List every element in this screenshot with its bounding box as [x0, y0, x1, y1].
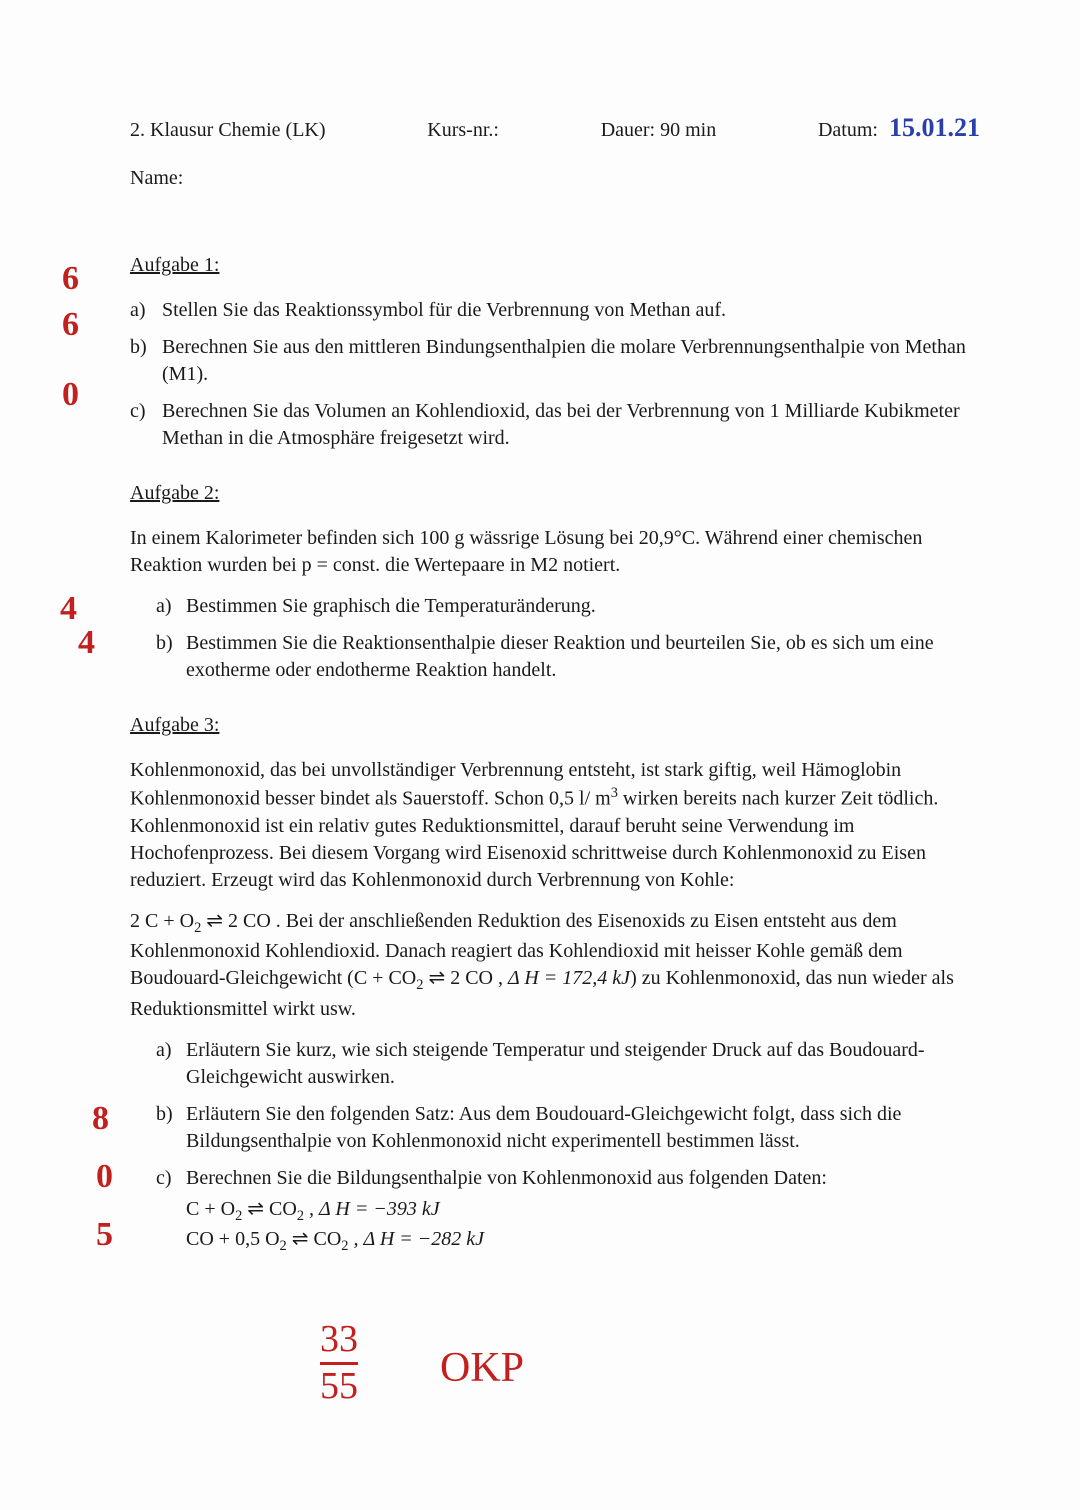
margin-score-1a: 6 [62, 262, 79, 296]
task-letter: c) [130, 398, 146, 425]
datum-label: Datum: [818, 119, 878, 141]
task-letter: a) [156, 593, 172, 620]
aufgabe3-title: Aufgabe 3: [130, 712, 980, 739]
datum-value: 15.01.21 [889, 113, 980, 142]
task-text: Bestimmen Sie die Reaktionsenthalpie die… [186, 632, 934, 681]
aufgabe2-title: Aufgabe 2: [130, 480, 980, 507]
eq1-dh: , Δ H = −393 kJ [304, 1198, 440, 1220]
aufgabe3-p2: 2 C + O2 ⇌ 2 CO . Bei der anschließenden… [130, 908, 980, 1023]
score-denominator: 55 [320, 1367, 358, 1407]
total-score: 33 55 [320, 1320, 358, 1407]
score-numerator: 33 [320, 1320, 358, 1360]
margin-score-3a: 8 [92, 1102, 109, 1136]
task-text: Stellen Sie das Reaktionssymbol für die … [162, 299, 726, 321]
header-row: 2. Klausur Chemie (LK) Kurs-nr.: Dauer: … [130, 110, 980, 145]
aufgabe3-c: c) Berechnen Sie die Bildungsenthalpie v… [130, 1165, 980, 1257]
eq1-mid: ⇌ CO [242, 1198, 297, 1220]
aufgabe2-intro: In einem Kalorimeter befinden sich 100 g… [130, 525, 980, 579]
aufgabe3-intro: Kohlenmonoxid, das bei unvollständiger V… [130, 757, 980, 894]
task-text: Berechnen Sie die Bildungsenthalpie von … [186, 1167, 827, 1189]
name-label: Name: [130, 165, 980, 192]
margin-score-1c: 0 [62, 378, 79, 412]
task-letter: a) [130, 297, 146, 324]
aufgabe1-c: c) Berechnen Sie das Volumen an Kohlendi… [130, 398, 980, 452]
eq2-dh: , Δ H = −282 kJ [348, 1228, 484, 1250]
task-text: Berechnen Sie das Volumen an Kohlendioxi… [162, 400, 960, 449]
aufgabe3-b: b) Erläutern Sie den folgenden Satz: Aus… [130, 1101, 980, 1155]
eq-mid2: ⇌ 2 CO , [423, 967, 508, 989]
aufgabe1-b: b) Berechnen Sie aus den mittleren Bindu… [130, 334, 980, 388]
datum: Datum: 15.01.21 [818, 110, 980, 145]
aufgabe1-title: Aufgabe 1: [130, 252, 980, 279]
task-letter: b) [156, 630, 173, 657]
margin-score-3c: 5 [96, 1218, 113, 1252]
task-letter: b) [156, 1101, 173, 1128]
margin-score-3b: 0 [96, 1160, 113, 1194]
sup-3: 3 [611, 785, 618, 801]
okp-note: OKP [440, 1340, 524, 1397]
sub-2: 2 [297, 1208, 304, 1224]
aufgabe3-a: a) Erläutern Sie kurz, wie sich steigend… [130, 1037, 980, 1091]
aufgabe2-a: a) Bestimmen Sie graphisch die Temperatu… [130, 593, 980, 620]
task-text: Erläutern Sie kurz, wie sich steigende T… [186, 1039, 925, 1088]
dauer-label: Dauer: 90 min [601, 117, 717, 144]
eq1-pre: C + O [186, 1198, 235, 1220]
aufgabe2-b: b) Bestimmen Sie die Reaktionsenthalpie … [130, 630, 980, 684]
task-text: Bestimmen Sie graphisch die Temperaturän… [186, 595, 596, 617]
eq2-mid: ⇌ CO [287, 1228, 342, 1250]
kurs-label: Kurs-nr.: [427, 117, 499, 144]
sub-2: 2 [280, 1238, 287, 1254]
margin-score-1b: 6 [62, 308, 79, 342]
margin-score-2b: 4 [78, 626, 95, 660]
eq-pre: 2 C + O [130, 910, 194, 932]
margin-score-2a: 4 [60, 592, 77, 626]
task-letter: b) [130, 334, 147, 361]
aufgabe1-a: a) Stellen Sie das Reaktionssymbol für d… [130, 297, 980, 324]
exam-title: 2. Klausur Chemie (LK) [130, 117, 326, 144]
task-text: Erläutern Sie den folgenden Satz: Aus de… [186, 1103, 901, 1152]
eq2-pre: CO + 0,5 O [186, 1228, 280, 1250]
task-letter: c) [156, 1165, 172, 1192]
dh-value: Δ H = 172,4 kJ [508, 967, 630, 989]
task-letter: a) [156, 1037, 172, 1064]
task-text: Berechnen Sie aus den mittleren Bindungs… [162, 336, 966, 385]
